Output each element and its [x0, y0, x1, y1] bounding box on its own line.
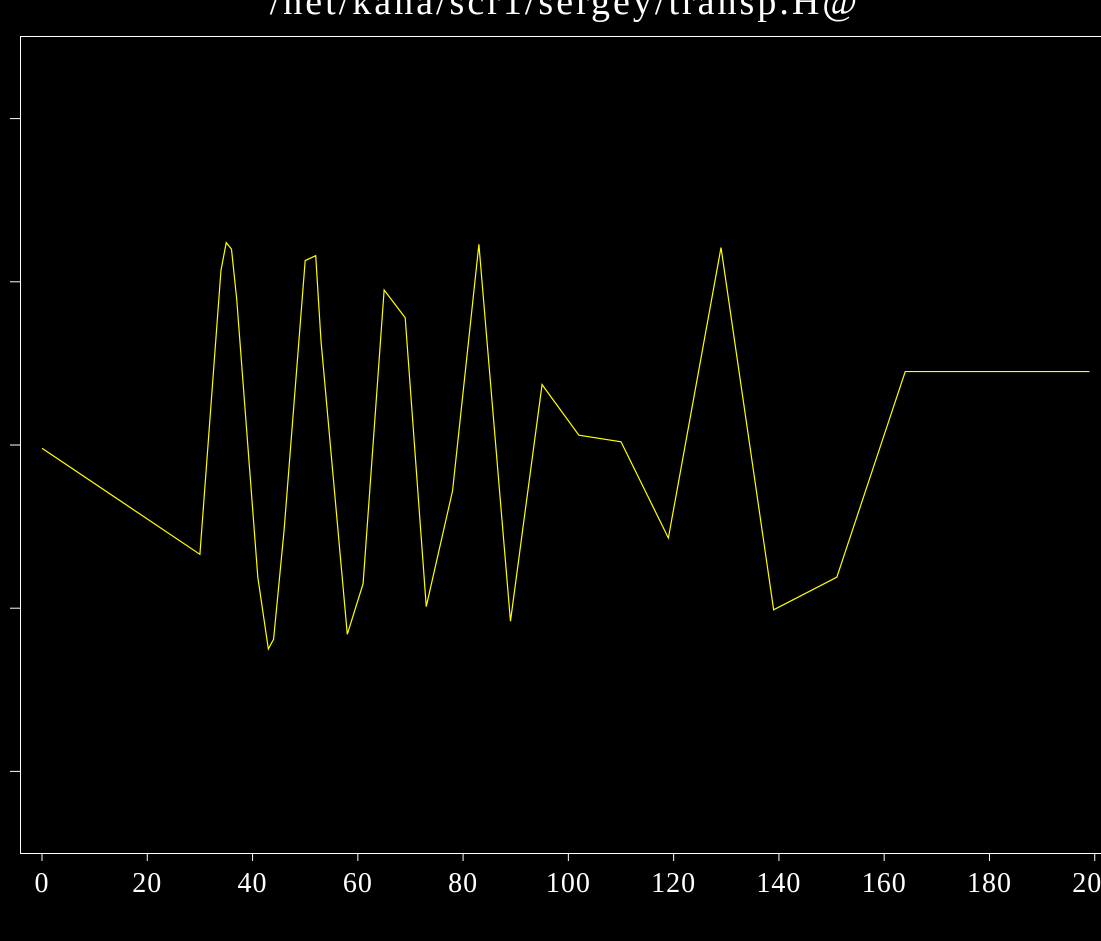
x-tick-label: 140 [756, 868, 801, 899]
x-tick-label: 100 [546, 868, 591, 899]
plot-frame [20, 36, 1101, 854]
x-tick-label: 80 [448, 868, 478, 899]
x-tick-label: 0 [35, 868, 50, 899]
chart-title: /net/kana/scr1/sergey/transp.H@ [270, 0, 861, 23]
x-tick-label: 120 [651, 868, 696, 899]
x-tick-label: 60 [343, 868, 373, 899]
x-tick-label: 160 [862, 868, 907, 899]
data-line [41, 241, 1090, 651]
x-tick-label: 40 [238, 868, 268, 899]
x-tick-label: 180 [967, 868, 1012, 899]
x-tick-label: 200 [1072, 868, 1101, 899]
x-tick-label: 20 [132, 868, 162, 899]
